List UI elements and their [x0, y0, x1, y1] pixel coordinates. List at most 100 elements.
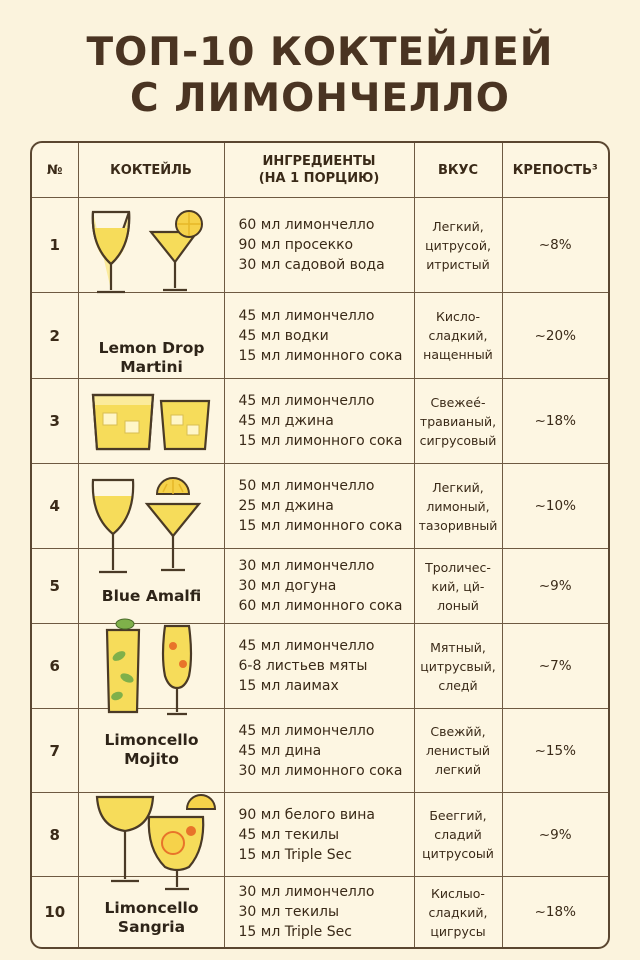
taste-line: Свежйй,	[430, 724, 486, 739]
row-number: 10	[32, 876, 79, 947]
taste-line: цигрусы	[430, 923, 486, 939]
header-ingredients-line-2: (НА 1 ПОРЦИЮ)	[258, 171, 380, 186]
coupe-and-sangria-glass-icon	[95, 794, 216, 891]
ingredient: 45 мл лимончелло	[238, 307, 375, 324]
taste-cell: Кисло- сладкий, нащенный	[413, 292, 503, 379]
title-line-2: С ЛИМОНЧЕЛЛО	[130, 76, 510, 121]
table-row: 8 90 мл белого вина 45 мл текилы 15 мл T…	[32, 792, 608, 891]
taste-line: цитрусой,	[425, 237, 491, 253]
cocktail-table: № КОКТЕЙЛЬ ИНГРЕДИЕНТЫ (НА 1 ПОРЦИЮ) ВКУ…	[30, 141, 610, 949]
taste-cell: Легкий, лимоный, тазоривный	[413, 463, 503, 549]
taste-line: Бееггий,	[429, 808, 487, 823]
ingredient: 30 мл лимончелло	[238, 558, 375, 574]
row-number: 6	[32, 623, 79, 709]
taste-line: Кислыо-	[431, 885, 485, 901]
row-number: 8	[32, 792, 79, 877]
strength-cell: ~18%	[501, 876, 608, 947]
ingredient: 50 мл лимончелло	[238, 478, 375, 494]
strength-cell: ~9%	[501, 548, 608, 624]
cocktail-name: Lemon Drop	[98, 339, 205, 357]
cocktail-name: Limoncello	[104, 731, 199, 749]
ingredient: 15 мл Triple Sec	[238, 846, 352, 863]
taste-line: лоный	[437, 597, 479, 613]
row-number: 5	[32, 548, 79, 624]
row-number: 1	[32, 197, 79, 293]
table-header-row: № КОКТЕЙЛЬ ИНГРЕДИЕНТЫ (НА 1 ПОРЦИЮ) ВКУ…	[32, 143, 608, 198]
ingredient: 60 мл лимонного сока	[238, 598, 403, 614]
ingredient: 6-8 листьев мяты	[238, 658, 368, 674]
ingredient: 15 мл лимонного сока	[238, 518, 403, 534]
cocktail-name-line-2: Sangria	[117, 918, 186, 936]
taste-line: цитрусвый,	[420, 658, 496, 674]
cocktail-name-line-2: Martini	[120, 358, 183, 376]
ingredients-cell: 60 мл лимончелло 90 мл просекко 30 мл са…	[223, 197, 415, 293]
taste-cell: Легкий, цитрусой, итристый	[413, 197, 503, 293]
row-number: 7	[32, 708, 79, 793]
taste-cell: Бееггий, сладий цитрусоый	[413, 792, 503, 877]
title-line-1: ТОП-10 КОКТЕЙЛЕЙ	[86, 30, 554, 75]
table-row: 7 Limoncello Mojito 45 мл лимончелло 45 …	[32, 708, 608, 793]
taste-cell: Троличес- кий, цй- лоный	[413, 548, 503, 624]
row-number: 4	[32, 463, 79, 549]
taste-line: Свежеé-	[430, 394, 486, 410]
header-num: №	[32, 143, 79, 198]
ingredient: 30 мл догуна	[238, 578, 337, 594]
wine-glass-and-martini-glass-icon	[91, 477, 201, 574]
page-title: ТОП-10 КОКТЕЙЛЕЙ С ЛИМОНЧЕЛЛО	[0, 30, 640, 122]
table-row: 3 45 мл лимончелло 45 мл джина 15 мл лим…	[32, 378, 608, 464]
ingredients-cell: 30 мл лимончелло 30 мл догуна 60 мл лимо…	[223, 548, 415, 624]
ingredient: 30 мл лимонного сока	[238, 762, 403, 779]
strength-cell: ~10%	[501, 463, 608, 549]
ingredient: 30 мл текилы	[238, 904, 340, 920]
taste-line: тазоривный	[418, 517, 498, 533]
taste-line: Троличес-	[425, 559, 491, 575]
cocktail-cell: Limoncello Mojito	[77, 708, 225, 793]
ingredient: 45 мл лимончелло	[238, 638, 375, 654]
highball-with-mint-and-flute-icon	[105, 618, 192, 716]
taste-line: лимоный,	[426, 498, 490, 514]
taste-cell: Свежйй, ленистый легкий	[413, 708, 503, 793]
taste-line: итристый	[426, 256, 490, 272]
taste-line: сладкий,	[428, 904, 488, 920]
strength-cell: ~7%	[501, 623, 608, 709]
taste-line: травианый,	[419, 413, 497, 429]
ingredient: 15 мл Triple Sec	[238, 924, 352, 940]
header-cocktail: КОКТЕЙЛЬ	[77, 143, 225, 198]
ingredients-cell: 50 мл лимончелло 25 мл джина 15 мл лимон…	[223, 463, 415, 549]
table-row: 4 50 мл лимончелло 25 мл джина 15 мл лим…	[32, 463, 608, 574]
taste-line: сладий	[434, 827, 482, 842]
header-ingredients: ИНГРЕДИЕНТЫ (НА 1 ПОРЦИЮ)	[223, 143, 415, 198]
ingredients-cell: 45 мл лимончелло 45 мл водки 15 мл лимон…	[223, 292, 415, 379]
taste-cell: Свежеé- травианый, сигрусовый	[413, 378, 503, 464]
ingredient: 45 мл текилы	[238, 826, 340, 843]
wine-glass-and-martini-glass-icon	[91, 210, 203, 294]
cocktail-cell: Blue Amalfi	[77, 548, 225, 624]
ingredients-cell: 45 мл лимончелло 6-8 листьев мяты 15 мл …	[223, 623, 415, 709]
cocktail-cell	[77, 792, 225, 891]
strength-cell: ~20%	[501, 292, 608, 379]
ingredient: 30 мл садовой вода	[238, 257, 385, 273]
cocktail-cell: Lemon Drop Martini	[77, 292, 225, 379]
taste-line: сигрусовый	[419, 432, 497, 448]
strength-cell: ~15%	[501, 708, 608, 793]
ingredient: 60 мл лимончелло	[238, 217, 375, 233]
taste-line: Легкий,	[432, 218, 484, 234]
cocktail-name: Blue Amalfi	[101, 587, 202, 605]
ingredient: 15 мл лимонного сока	[238, 347, 403, 364]
cocktail-cell	[77, 463, 225, 574]
cocktail-cell: Limoncello Sangria	[77, 876, 225, 947]
taste-line: Кисло-	[435, 309, 481, 324]
taste-line: ленистый	[425, 743, 491, 758]
header-ingredients-line-1: ИНГРЕДИЕНТЫ	[262, 154, 376, 169]
taste-line: следй	[438, 677, 478, 693]
table-row: 1 60 мл лимончелло 90 мл просекко 30 мл …	[32, 197, 608, 294]
row-number: 3	[32, 378, 79, 464]
cocktail-name-line-2: Mojito	[124, 750, 179, 768]
ingredient: 45 мл джина	[238, 413, 334, 429]
header-strength: КРЕПОСТЬ³	[501, 143, 608, 198]
cocktail-cell	[77, 197, 225, 294]
cocktail-name: Limoncello	[104, 899, 199, 917]
strength-cell: ~9%	[501, 792, 608, 877]
taste-cell: Кислыо- сладкий, цигрусы	[413, 876, 503, 947]
cocktail-cell	[77, 618, 225, 716]
